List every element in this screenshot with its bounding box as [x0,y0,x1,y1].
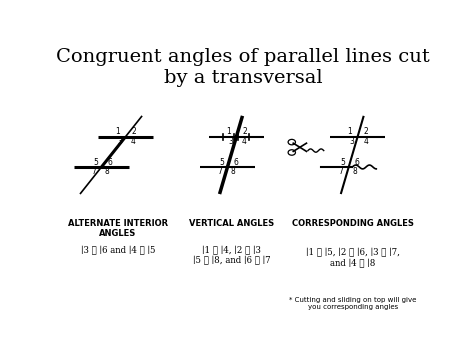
Text: ∣1 ≅ ∣5, ∣2 ≅ ∣6, ∣3 ≅ ∣7,
and ∣4 ≅ ∣8: ∣1 ≅ ∣5, ∣2 ≅ ∣6, ∣3 ≅ ∣7, and ∣4 ≅ ∣8 [306,248,400,267]
Text: 4: 4 [242,137,247,146]
Text: 8: 8 [352,168,357,176]
Text: 2: 2 [242,127,247,136]
Text: 1: 1 [226,127,231,136]
Text: CORRESPONDING ANGLES: CORRESPONDING ANGLES [292,219,414,228]
Text: 7: 7 [217,168,222,176]
Text: 7: 7 [91,168,96,176]
Text: 7: 7 [338,168,343,176]
Text: ALTERNATE INTERIOR
ANGLES: ALTERNATE INTERIOR ANGLES [68,219,168,238]
Text: 4: 4 [363,137,368,146]
Text: 5: 5 [219,158,224,166]
Text: 8: 8 [105,168,110,176]
Text: * Cutting and sliding on top will give
you corresponding angles: * Cutting and sliding on top will give y… [290,297,417,310]
Text: 1: 1 [115,127,119,136]
Text: 6: 6 [107,158,112,166]
Text: 2: 2 [363,127,368,136]
Text: 3: 3 [228,137,233,146]
Text: 5: 5 [340,158,345,166]
Text: VERTICAL ANGLES: VERTICAL ANGLES [189,219,274,228]
Text: 2: 2 [131,127,136,136]
Text: 3: 3 [349,137,354,146]
Text: ∣3 ≅ ∣6 and ∣4 ≅ ∣5: ∣3 ≅ ∣6 and ∣4 ≅ ∣5 [81,245,155,254]
Text: 1: 1 [347,127,352,136]
Text: 4: 4 [131,137,136,146]
Text: ∣1 ≅ ∣4, ∣2 ≅ ∣3
∣5 ≅ ∣8, and ∣6 ≅ ∣7: ∣1 ≅ ∣4, ∣2 ≅ ∣3 ∣5 ≅ ∣8, and ∣6 ≅ ∣7 [193,245,271,264]
Text: 8: 8 [231,168,236,176]
Text: 5: 5 [93,158,98,166]
Text: 6: 6 [355,158,359,166]
Text: Congruent angles of parallel lines cut
by a transversal: Congruent angles of parallel lines cut b… [56,48,430,87]
Text: 3: 3 [117,137,122,146]
Text: 6: 6 [233,158,238,166]
